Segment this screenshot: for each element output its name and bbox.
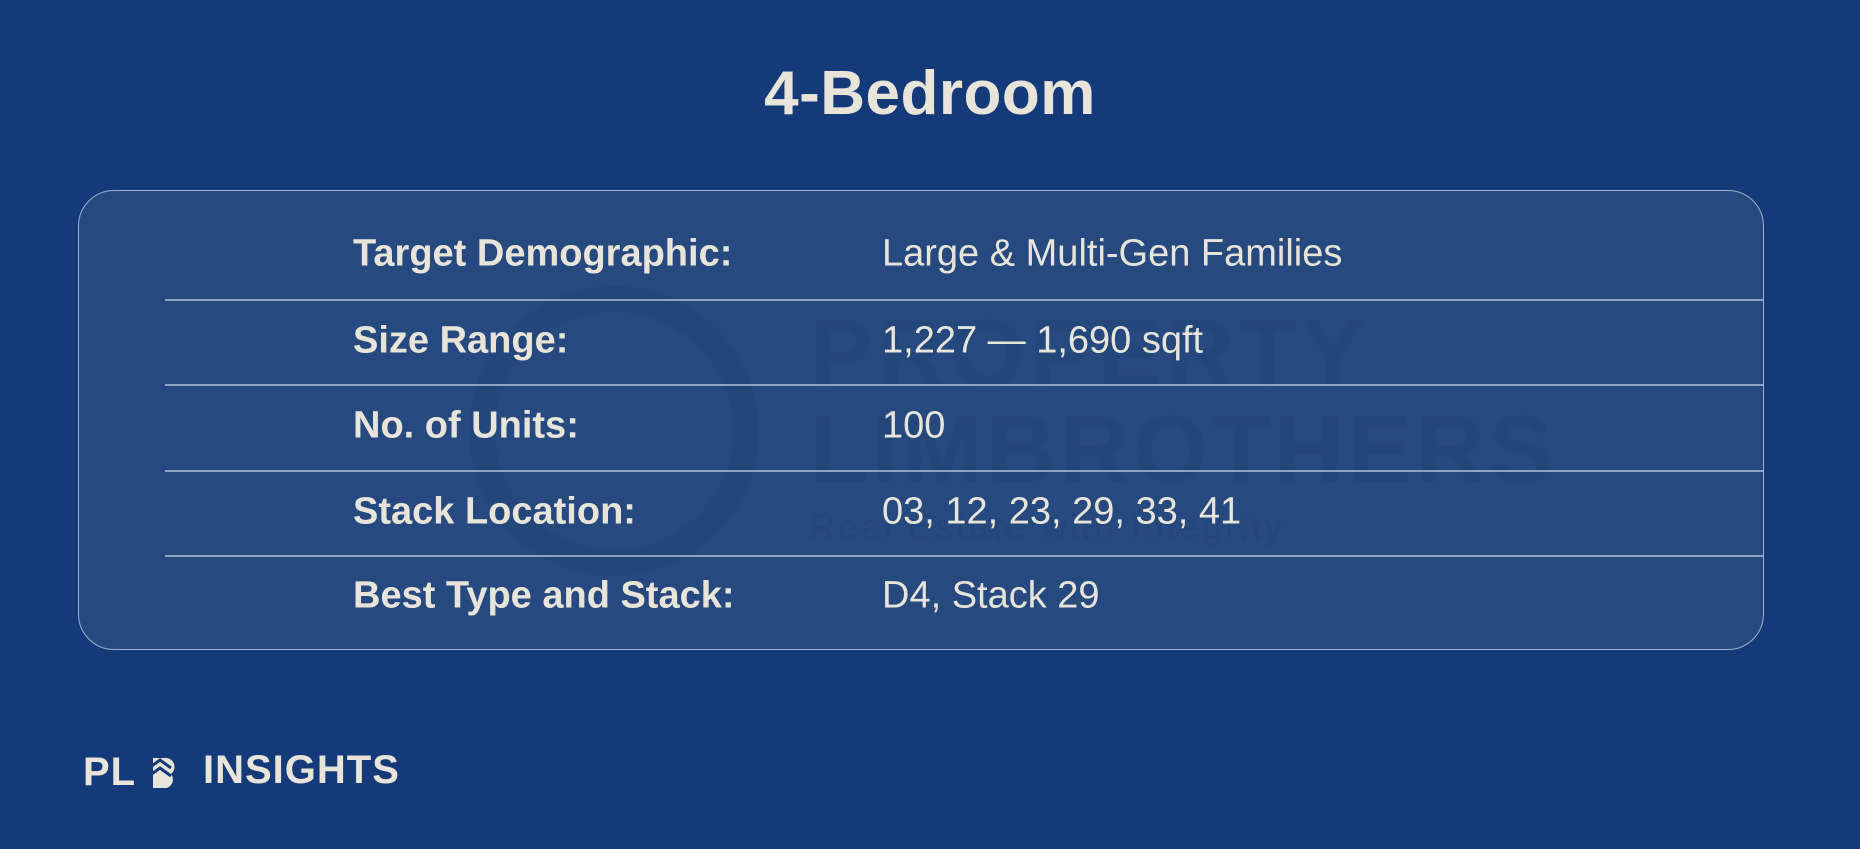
row-best-type-and-stack: Best Type and Stack: D4, Stack 29 (165, 553, 1763, 638)
row-value: D4, Stack 29 (882, 574, 1100, 616)
row-stack-location: Stack Location: 03, 12, 23, 29, 33, 41 (165, 469, 1763, 554)
row-value: 1,227 — 1,690 sqft (882, 319, 1204, 361)
row-label: Size Range: (353, 319, 569, 361)
page-title: 4-Bedroom (764, 59, 1096, 128)
row-no-of-units: No. of Units: 100 (165, 383, 1763, 468)
plb-insights-logo: PL INSIGHTS (83, 748, 400, 793)
divider (165, 555, 1763, 557)
row-value: 100 (882, 404, 946, 446)
row-label: Best Type and Stack: (353, 574, 735, 616)
row-value: 03, 12, 23, 29, 33, 41 (882, 490, 1242, 532)
plb-logo-icon: PL (83, 754, 175, 788)
svg-text:PL: PL (83, 754, 136, 788)
row-label: No. of Units: (353, 404, 579, 446)
row-label: Stack Location: (353, 490, 636, 532)
info-card: PROPERTY LIMBROTHERS Real Estate with Int… (78, 190, 1764, 650)
row-label: Target Demographic: (353, 232, 733, 274)
divider (165, 299, 1763, 301)
row-size-range: Size Range: 1,227 — 1,690 sqft (165, 298, 1763, 383)
logo-text: INSIGHTS (203, 748, 400, 792)
row-target-demographic: Target Demographic: Large & Multi-Gen Fa… (165, 211, 1763, 296)
divider (165, 384, 1763, 386)
divider (165, 470, 1763, 472)
row-value: Large & Multi-Gen Families (882, 232, 1343, 274)
